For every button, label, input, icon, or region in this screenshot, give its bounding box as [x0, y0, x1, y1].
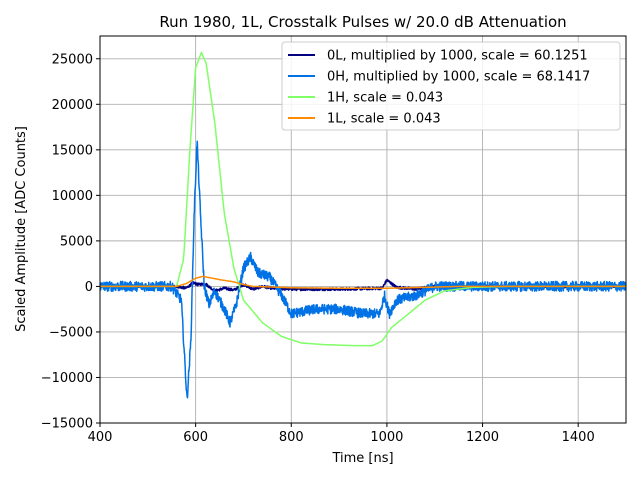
y-tick-label: 15000: [52, 143, 93, 158]
y-tick-label: −10000: [41, 371, 93, 386]
x-axis-label: Time [ns]: [331, 451, 393, 466]
plot-frame: [99, 35, 627, 424]
y-tick-label: −15000: [41, 417, 93, 432]
legend-label: 0H, multiplied by 1000, scale = 68.1417: [327, 70, 590, 85]
x-tick-label: 1000: [370, 430, 403, 445]
y-tick-label: −5000: [49, 325, 93, 340]
legend-box: [281, 41, 621, 131]
legend-label: 0L, multiplied by 1000, scale = 60.1251: [327, 49, 588, 64]
x-tick-label: 1400: [562, 430, 595, 445]
x-tick-label: 400: [88, 430, 113, 445]
y-tick-label: 0: [85, 280, 93, 295]
x-tick-label: 600: [183, 430, 208, 445]
y-tick-label: 5000: [60, 234, 93, 249]
legend-label: 1H, scale = 0.043: [327, 91, 443, 106]
chart-title: Run 1980, 1L, Crosstalk Pulses w/ 20.0 d…: [159, 13, 566, 31]
legend: 0L, multiplied by 1000, scale = 60.1251 0…: [281, 41, 621, 131]
series-line-3: [100, 275, 626, 289]
y-tick-label: 20000: [52, 98, 93, 113]
x-tick-label: 1200: [466, 430, 499, 445]
y-axis-label: Scaled Amplitude [ADC Counts]: [14, 126, 29, 332]
plot-area: [100, 51, 626, 399]
y-tick-label: 10000: [52, 189, 93, 204]
y-tick-label: 25000: [52, 52, 93, 67]
axis-ticks: 400 600 800 1000 1200 1400 −15000 −10000 −5000 0 5…: [41, 52, 595, 445]
x-tick-label: 800: [279, 430, 304, 445]
series-line-1: [100, 140, 626, 399]
legend-label: 1L, scale = 0.043: [327, 112, 441, 127]
